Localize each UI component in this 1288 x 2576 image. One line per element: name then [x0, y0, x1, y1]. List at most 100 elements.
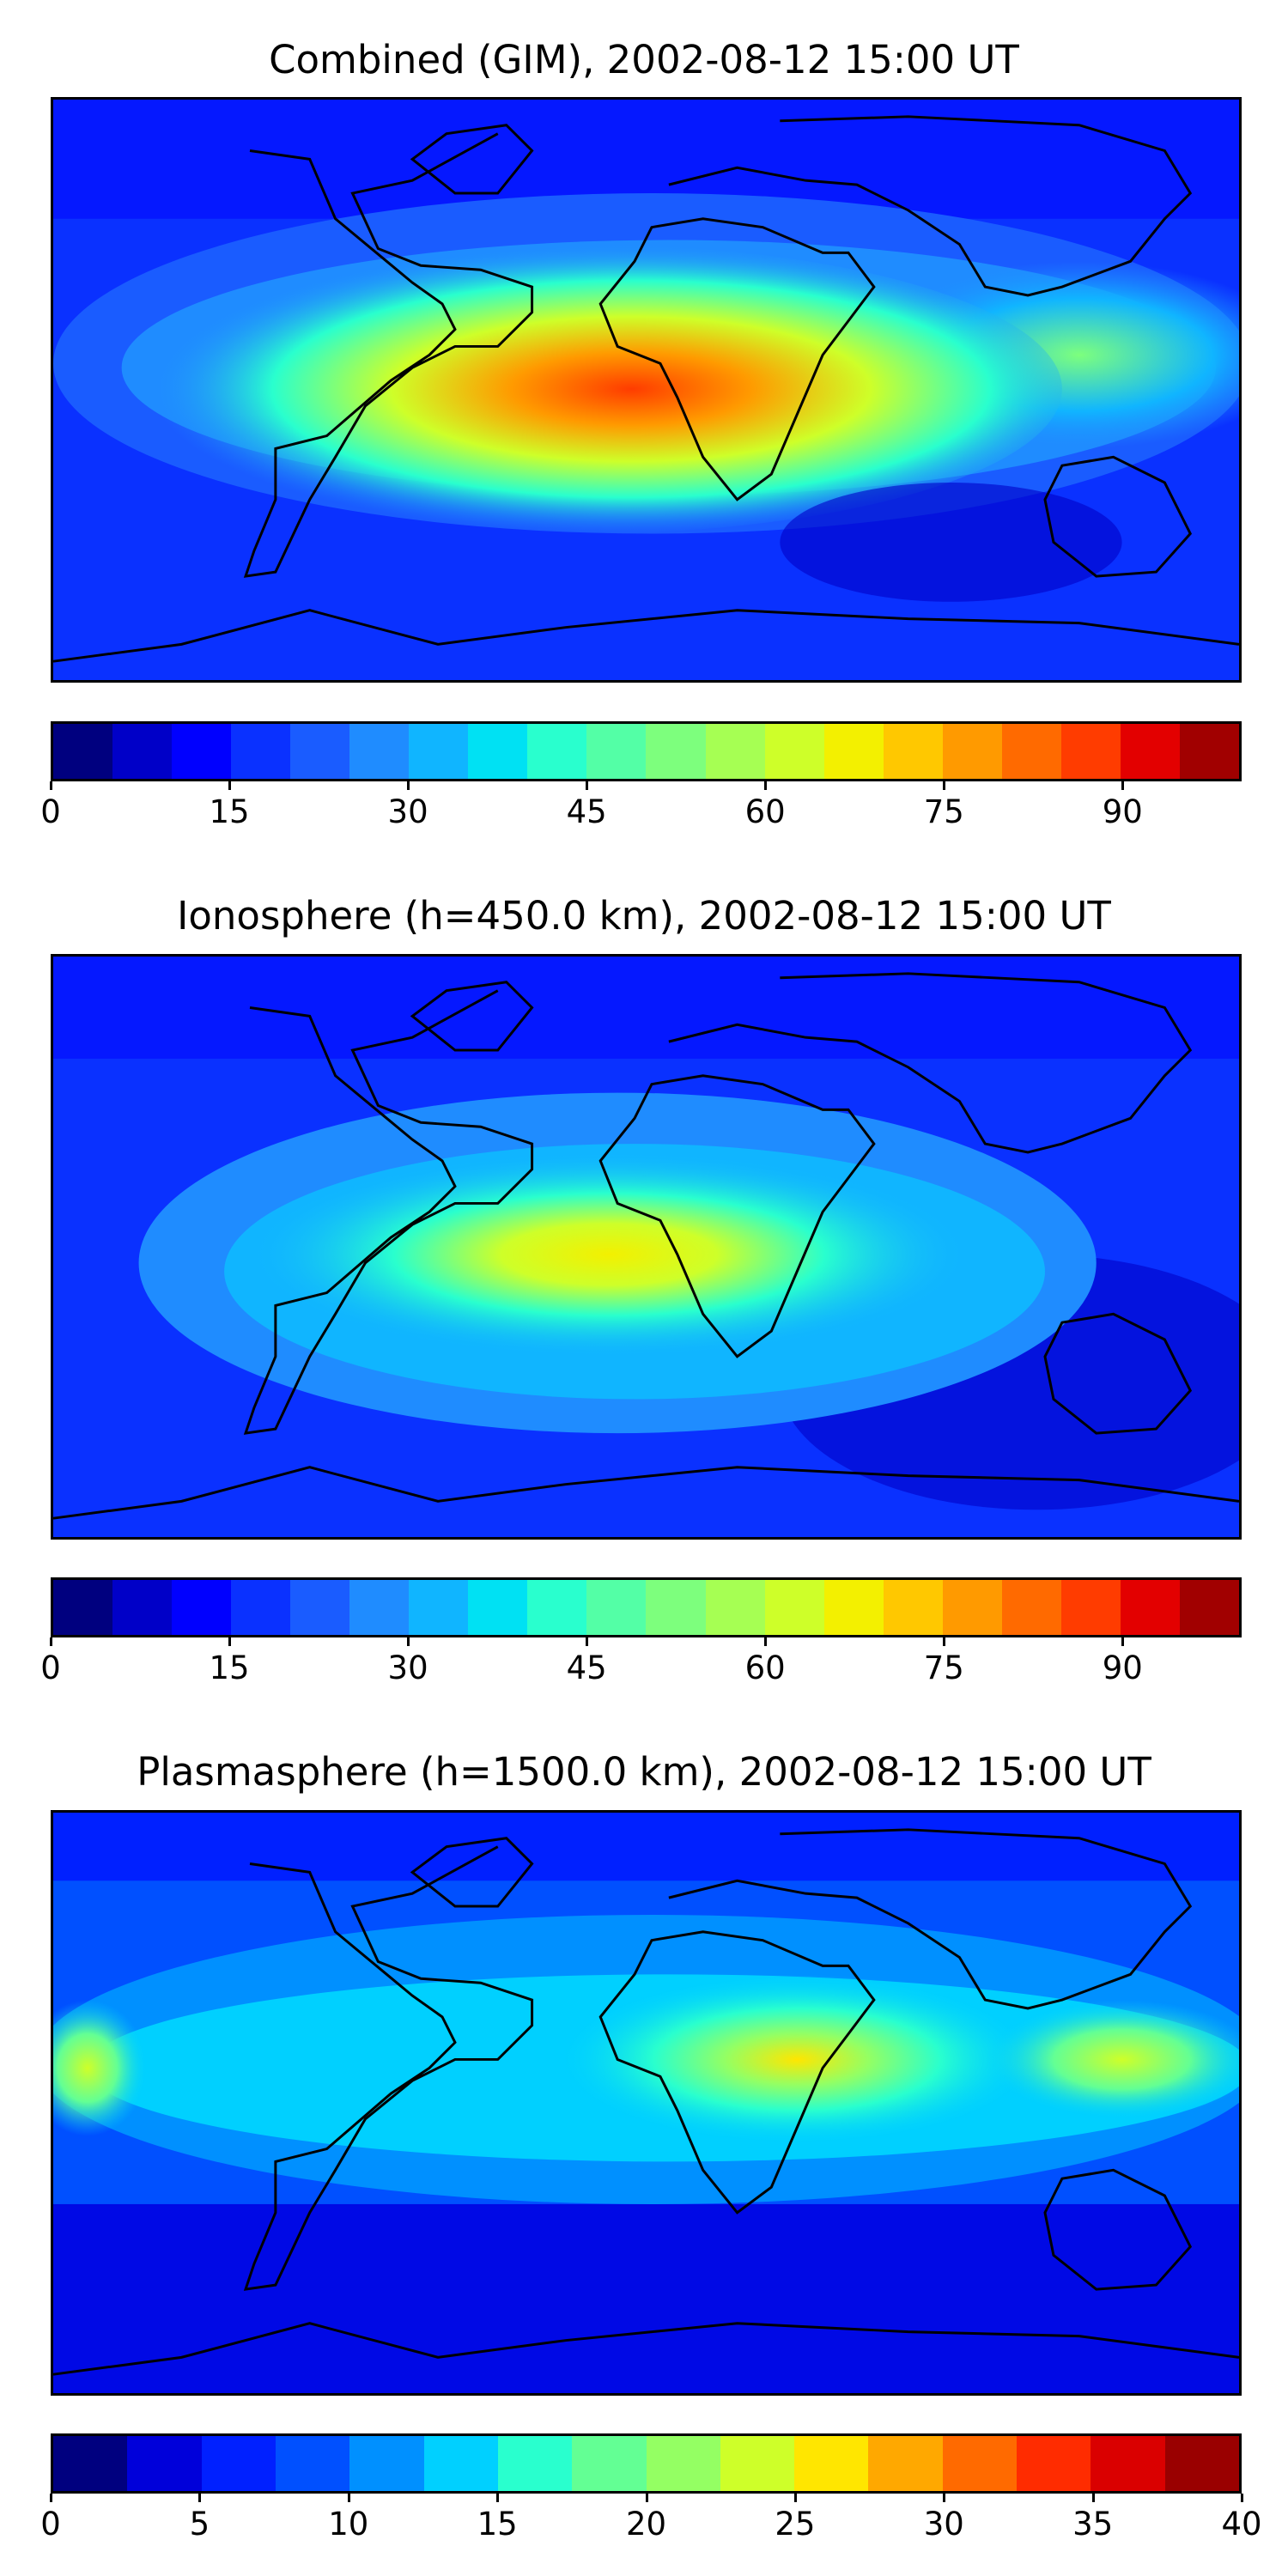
colorbar-level — [1091, 2436, 1165, 2491]
colorbar-tick-label: 25 — [775, 2506, 816, 2543]
colorbar-tick-label: 90 — [1102, 1649, 1143, 1686]
colorbar-level — [497, 2436, 573, 2491]
colorbar-tick-mark — [407, 781, 410, 790]
colorbar-tick-label: 35 — [1072, 2506, 1114, 2543]
colorbar-level — [423, 2436, 498, 2491]
panel-title-plasmasphere: Plasmasphere (h=1500.0 km), 2002-08-12 1… — [137, 1749, 1151, 1795]
colorbar-level — [172, 1580, 232, 1635]
colorbar-level — [349, 724, 410, 779]
colorbar-tick-mark — [1121, 781, 1125, 790]
panel-title-ionosphere: Ionosphere (h=450.0 km), 2002-08-12 15:0… — [177, 893, 1111, 939]
colorbar-tick-mark — [407, 1637, 410, 1646]
colorbar-level — [883, 724, 943, 779]
colorbar-level — [1001, 1580, 1061, 1635]
colorbar-level — [1179, 1580, 1239, 1635]
colorbar-level — [705, 724, 765, 779]
colorbar-tick-mark — [1241, 2494, 1243, 2502]
colorbar-tick-label: 20 — [625, 2506, 667, 2543]
colorbar-tick-mark — [198, 2494, 202, 2502]
colorbar-level — [1179, 724, 1239, 779]
colorbar-tick-label: 45 — [566, 793, 607, 830]
colorbar-tick-label: 45 — [566, 1649, 607, 1686]
panel-title-combined: Combined (GIM), 2002-08-12 15:00 UT — [269, 37, 1019, 82]
colorbar-tick-mark — [943, 1637, 946, 1646]
colorbar-level — [1017, 2436, 1091, 2491]
colorbar-level — [1120, 724, 1180, 779]
colorbar-tick-mark — [943, 2494, 946, 2502]
colorbar-tick-mark — [586, 781, 589, 790]
colorbar-level — [764, 1580, 824, 1635]
colorbar-tick-mark — [586, 1637, 589, 1646]
colorbar-level — [764, 724, 824, 779]
colorbar-level — [53, 724, 113, 779]
colorbar-tick-label: 10 — [328, 2506, 369, 2543]
colorbar-level — [231, 1580, 291, 1635]
colorbar-tick-mark — [50, 1637, 52, 1646]
colorbar-tick-mark — [645, 2494, 648, 2502]
colorbar-level — [823, 1580, 884, 1635]
colorbar-level — [720, 2436, 795, 2491]
colorbar-level — [112, 724, 173, 779]
colorbar-tick-label: 40 — [1221, 2506, 1262, 2543]
colorbar-tick-label: 60 — [744, 793, 786, 830]
colorbar-level — [172, 724, 232, 779]
colorbar-tick-mark — [1091, 2494, 1095, 2502]
colorbar-level — [53, 1580, 113, 1635]
colorbar-level — [112, 1580, 173, 1635]
colorbar-level — [646, 724, 706, 779]
colorbar-tick-label: 75 — [923, 793, 964, 830]
colorbar-tick-mark — [228, 781, 232, 790]
colorbar-level — [572, 2436, 647, 2491]
colorbar-level — [231, 724, 291, 779]
colorbar-tick-label: 75 — [923, 1649, 964, 1686]
colorbar-level — [1001, 724, 1061, 779]
colorbar-tick-mark — [50, 781, 52, 790]
colorbar-level — [1120, 1580, 1180, 1635]
colorbar-tick-mark — [50, 2494, 52, 2502]
colorbar-tick-label: 0 — [40, 1649, 61, 1686]
colorbar-level — [1060, 724, 1121, 779]
colorbar-level — [586, 1580, 647, 1635]
colorbar-level — [201, 2436, 276, 2491]
colorbar-level — [275, 2436, 350, 2491]
colorbar-level — [942, 1580, 1002, 1635]
colorbar-level — [409, 1580, 469, 1635]
colorbar-level — [942, 2436, 1018, 2491]
colorbar-level — [127, 2436, 202, 2491]
colorbar-level — [646, 2436, 720, 2491]
colorbar-tick-label: 15 — [477, 2506, 518, 2543]
colorbar-tick-label: 60 — [744, 1649, 786, 1686]
colorbar-tick-label: 30 — [387, 1649, 428, 1686]
colorbar-tick-mark — [347, 2494, 350, 2502]
colorbar-tick-label: 0 — [40, 2506, 61, 2543]
colorbar-level — [705, 1580, 765, 1635]
colorbar-level — [883, 1580, 943, 1635]
colorbar-tick-mark — [764, 1637, 768, 1646]
colorbar-tick-mark — [1121, 1637, 1125, 1646]
colorbar-level — [349, 2436, 424, 2491]
colorbar-level — [868, 2436, 943, 2491]
colorbar-level — [794, 2436, 869, 2491]
map-combined — [51, 97, 1242, 683]
colorbar-combined — [51, 721, 1242, 781]
colorbar-level — [468, 1580, 528, 1635]
colorbar-level — [1060, 1580, 1121, 1635]
colorbar-tick-mark — [228, 1637, 232, 1646]
colorbar-level — [290, 724, 350, 779]
colorbar-level — [349, 1580, 410, 1635]
colorbar-tick-label: 90 — [1102, 793, 1143, 830]
colorbar-tick-label: 5 — [189, 2506, 210, 2543]
colorbar-level — [409, 724, 469, 779]
colorbar-level — [823, 724, 884, 779]
colorbar-tick-label: 30 — [923, 2506, 964, 2543]
colorbar-level — [646, 1580, 706, 1635]
colorbar-tick-label: 0 — [40, 793, 61, 830]
colorbar-ionosphere — [51, 1577, 1242, 1637]
colorbar-tick-mark — [496, 2494, 500, 2502]
map-plasmasphere — [51, 1810, 1242, 2396]
colorbar-tick-mark — [943, 781, 946, 790]
colorbar-tick-label: 15 — [209, 1649, 250, 1686]
colorbar-tick-label: 30 — [387, 793, 428, 830]
colorbar-level — [942, 724, 1002, 779]
map-ionosphere — [51, 954, 1242, 1540]
